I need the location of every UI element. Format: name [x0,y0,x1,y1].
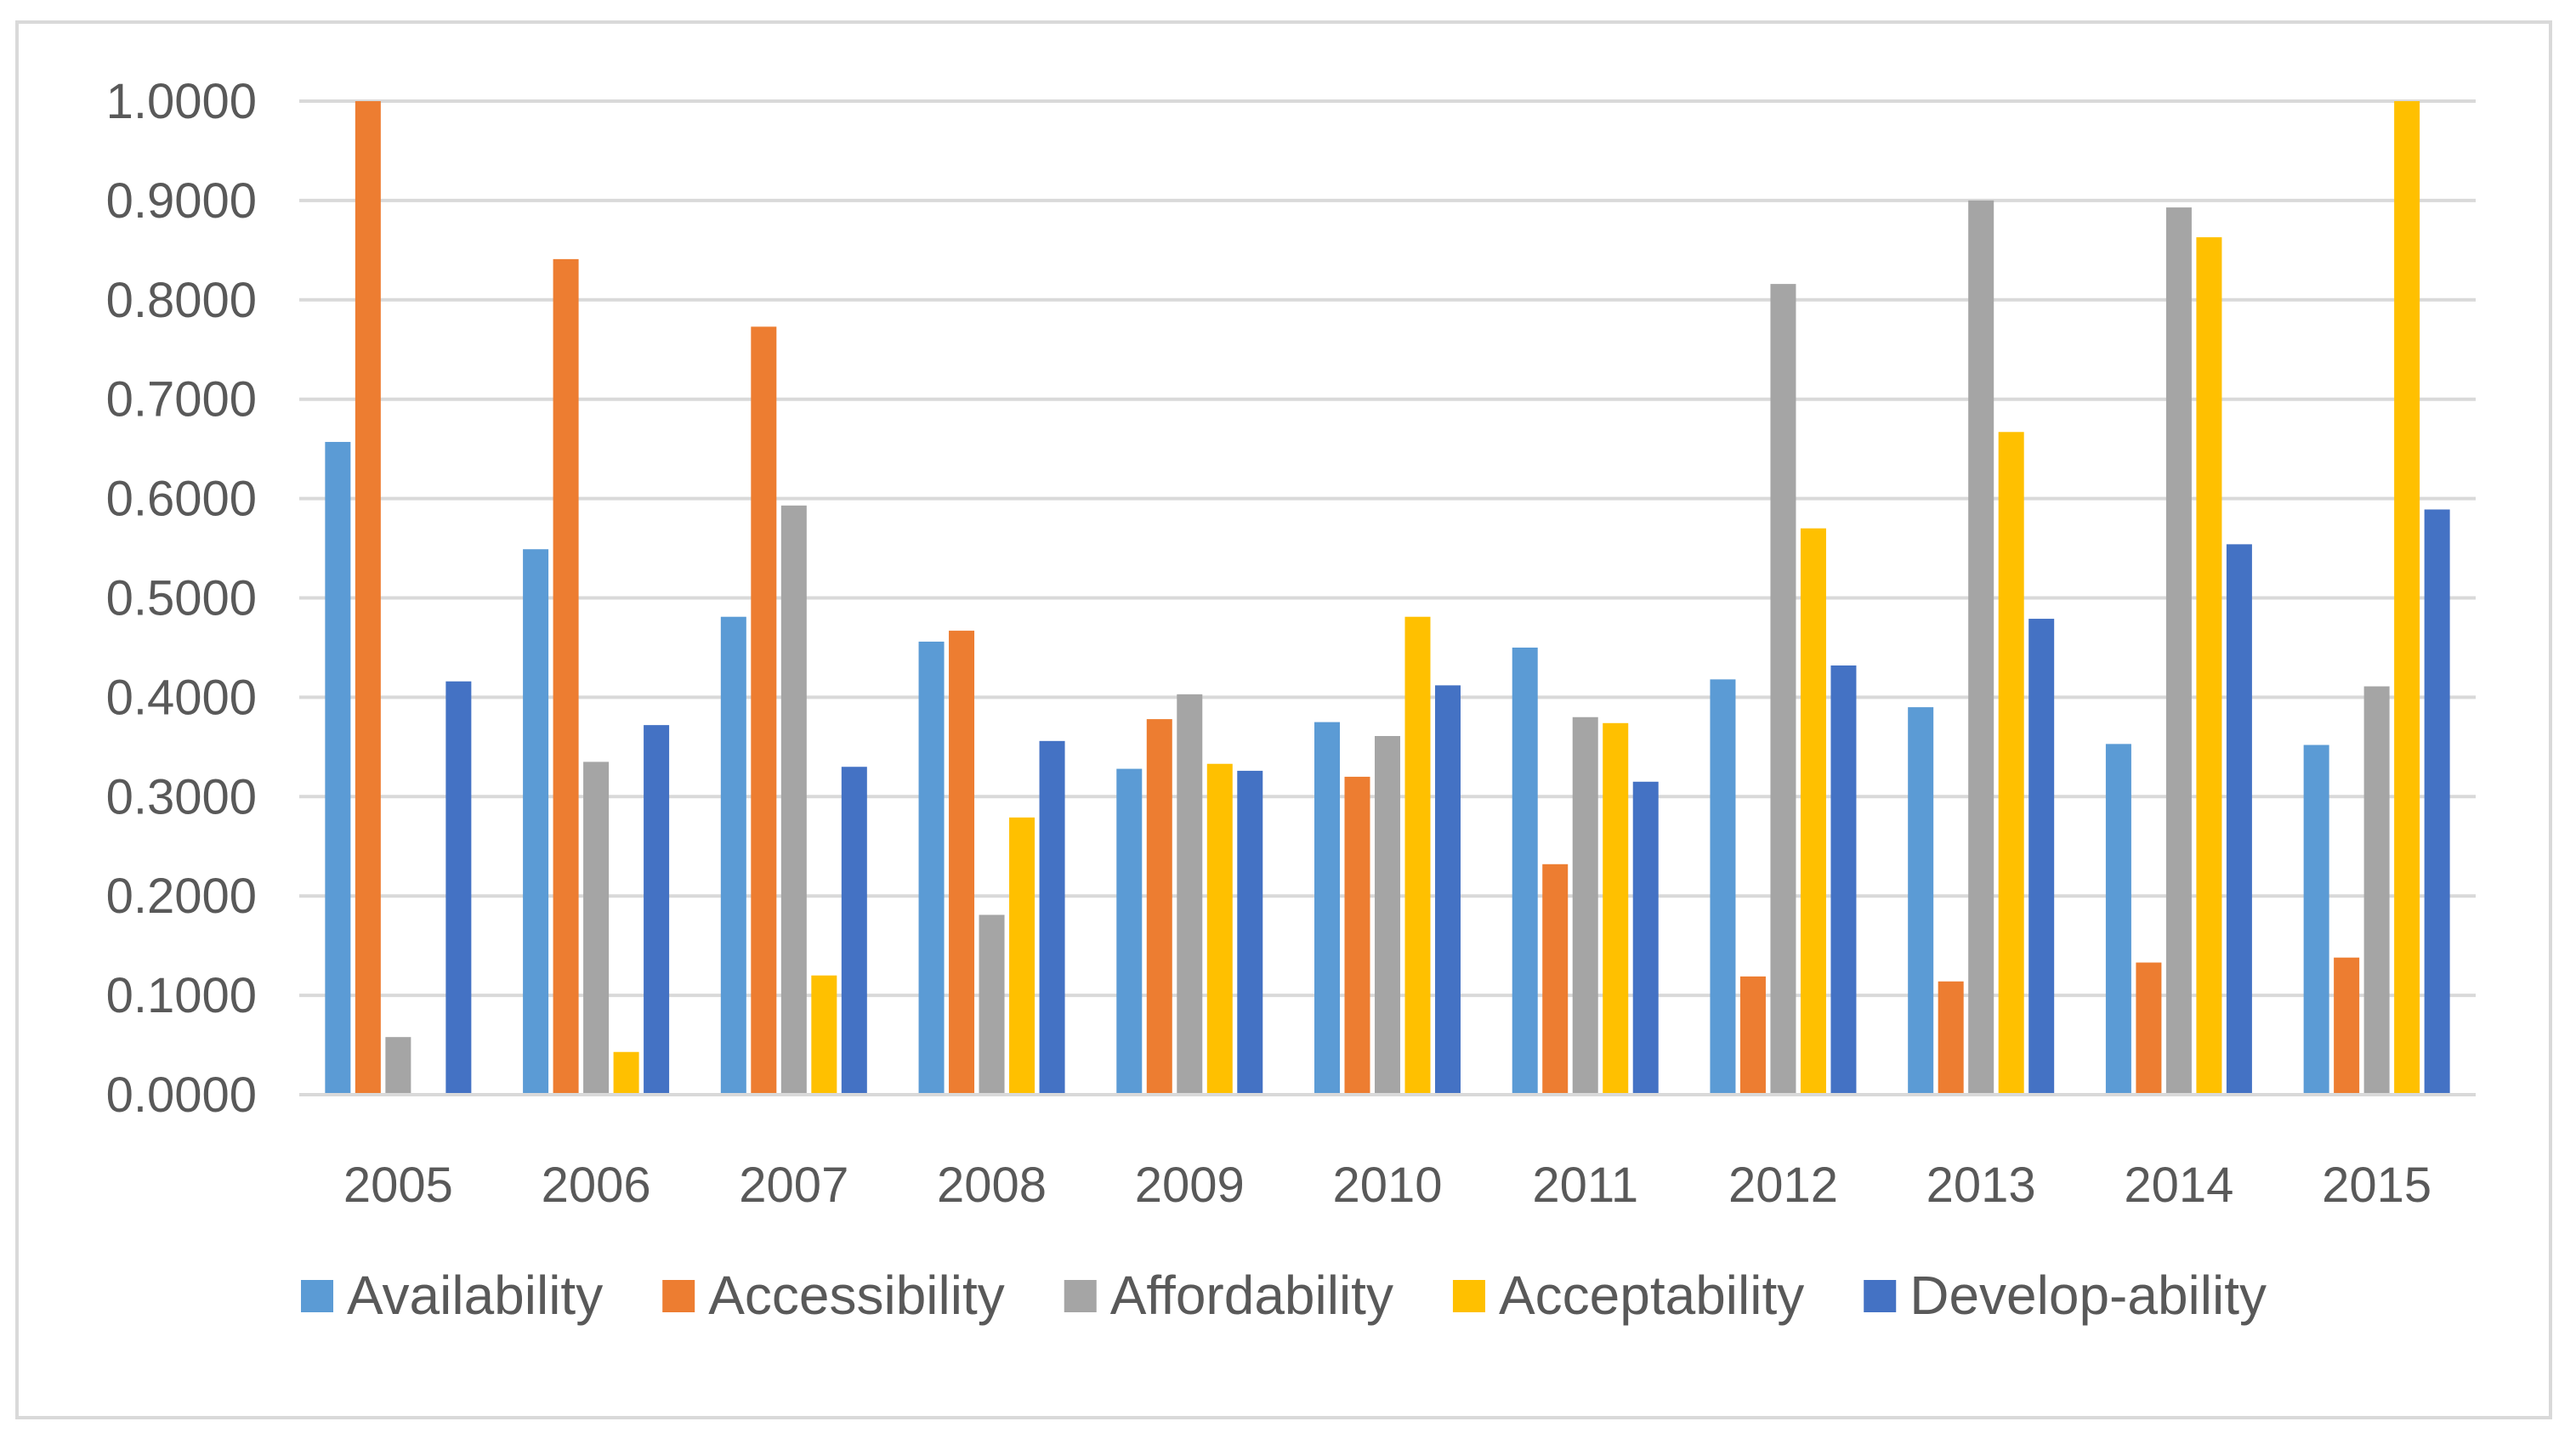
bar-accessibility-2010 [1344,776,1370,1095]
bar-develop-ability-2012 [1830,665,1857,1095]
bar-develop-ability-2014 [2226,544,2252,1095]
bar-acceptability-2013 [1998,432,2024,1096]
bar-accessibility-2011 [1542,864,1569,1095]
x-tick-label: 2013 [1926,1158,2036,1213]
bar-availability-2009 [1116,768,1143,1095]
legend-label: Affordability [1110,1265,1393,1326]
bar-develop-ability-2010 [1435,685,1461,1095]
bar-develop-ability-2009 [1237,770,1263,1095]
bar-affordability-2011 [1572,716,1598,1095]
y-tick-label: 0.7000 [106,372,257,428]
bar-accessibility-2008 [949,631,975,1095]
y-tick-label: 0.0000 [106,1067,257,1123]
x-tick-label: 2008 [937,1158,1047,1213]
bar-develop-ability-2015 [2424,509,2450,1095]
bar-chart: 0.0000 0.1000 0.2000 0.3000 0.4000 0.5000 0.60… [106,74,2476,1326]
bar-availability-2010 [1314,722,1340,1095]
bar-accessibility-2012 [1739,976,1766,1095]
bar-affordability-2006 [583,762,610,1095]
bar-availability-2013 [1908,707,1934,1095]
legend-label: Availability [347,1265,603,1326]
x-tick-label: 2012 [1728,1158,1838,1213]
legend-swatch [662,1280,695,1312]
bar-affordability-2014 [2165,207,2192,1095]
bar-availability-2008 [918,641,945,1095]
bar-acceptability-2009 [1206,763,1233,1095]
legend-swatch [1452,1280,1485,1312]
bar-acceptability-2015 [2394,101,2420,1095]
legend-swatch [301,1280,334,1312]
y-tick-label: 0.9000 [106,173,257,229]
y-tick-label: 1.0000 [106,74,257,129]
y-axis-tick-labels: 0.0000 0.1000 0.2000 0.3000 0.4000 0.5000 0.60… [106,74,257,1123]
legend-swatch [1064,1280,1097,1312]
bar-availability-2007 [720,616,746,1095]
bar-acceptability-2006 [613,1051,639,1095]
x-tick-label: 2007 [739,1158,848,1213]
y-tick-label: 0.3000 [106,769,257,824]
legend-swatch [1864,1280,1897,1312]
bar-develop-ability-2008 [1039,740,1065,1095]
bar-develop-ability-2013 [2028,619,2055,1095]
legend-label: Develop-ability [1909,1265,2267,1326]
bar-develop-ability-2006 [644,725,670,1095]
legend-label: Acceptability [1499,1265,1804,1326]
bar-accessibility-2006 [553,258,579,1096]
bar-affordability-2012 [1770,284,1796,1095]
chart-frame: 0.0000 0.1000 0.2000 0.3000 0.4000 0.5000 0.60… [15,20,2552,1419]
y-tick-label: 0.4000 [106,670,257,725]
bar-affordability-2007 [780,505,807,1095]
bar-acceptability-2008 [1009,817,1036,1095]
bar-develop-ability-2007 [841,767,867,1095]
y-tick-label: 0.2000 [106,869,257,924]
x-tick-label: 2015 [2322,1158,2431,1213]
bar-accessibility-2015 [2334,957,2360,1095]
bar-develop-ability-2005 [445,681,472,1095]
bar-affordability-2009 [1177,694,1203,1095]
x-tick-label: 2014 [2124,1158,2233,1213]
bar-affordability-2013 [1968,200,1994,1095]
bar-acceptability-2012 [1800,528,1826,1095]
bar-affordability-2008 [979,915,1005,1095]
bar-availability-2012 [1710,679,1736,1095]
bar-availability-2005 [325,441,351,1095]
x-tick-label: 2010 [1332,1158,1442,1213]
bar-develop-ability-2011 [1632,781,1659,1095]
bar-acceptability-2011 [1603,722,1629,1095]
y-tick-label: 0.6000 [106,472,257,527]
bar-acceptability-2007 [811,975,837,1095]
y-tick-label: 0.8000 [106,273,257,328]
bar-availability-2011 [1512,647,1538,1095]
bar-accessibility-2007 [751,326,777,1095]
bar-affordability-2010 [1375,735,1400,1095]
bar-affordability-2015 [2363,686,2390,1095]
legend-label: Accessibility [708,1265,1005,1326]
x-tick-label: 2009 [1135,1158,1245,1213]
y-tick-label: 0.1000 [106,968,257,1023]
bar-accessibility-2009 [1146,719,1172,1095]
bar-accessibility-2014 [2136,962,2162,1095]
x-tick-label: 2005 [343,1158,453,1213]
bar-acceptability-2014 [2196,237,2222,1095]
legend: Availability Accessibility Affordability Ac… [301,1265,2267,1326]
x-axis-tick-labels: 2005 2006 2007 2008 2009 2010 2011 2012 2013 2014… [343,1158,2431,1213]
bar-acceptability-2010 [1404,616,1431,1095]
x-tick-label: 2011 [1532,1158,1638,1213]
bar-affordability-2005 [385,1037,411,1095]
bar-availability-2014 [2105,744,2131,1095]
bars [325,101,2450,1096]
bar-accessibility-2013 [1938,981,1964,1095]
bar-availability-2015 [2303,745,2329,1095]
x-tick-label: 2006 [542,1158,651,1213]
bar-availability-2006 [523,549,549,1095]
bar-accessibility-2005 [355,101,381,1095]
y-tick-label: 0.5000 [106,571,257,626]
